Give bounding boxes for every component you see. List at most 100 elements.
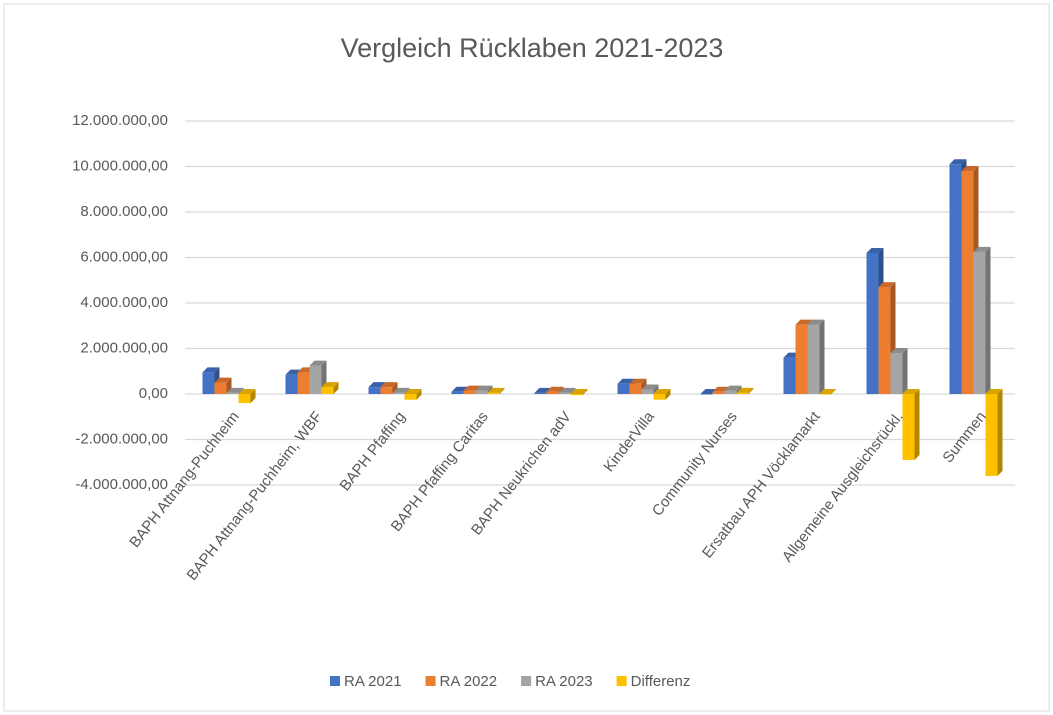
bar	[368, 387, 381, 394]
bar-depth	[238, 387, 244, 394]
bar-top	[795, 319, 813, 325]
bar	[463, 390, 476, 394]
legend-label: RA 2023	[535, 673, 593, 690]
bar-top	[463, 385, 481, 391]
bar	[297, 372, 310, 394]
bar-top	[570, 389, 588, 394]
bar-top	[238, 389, 256, 394]
bar-top	[985, 389, 1003, 394]
bar-top	[878, 282, 896, 288]
bar-depth	[404, 387, 410, 394]
bar	[807, 324, 820, 394]
bar	[202, 372, 215, 394]
bar	[724, 390, 737, 394]
bar	[783, 357, 796, 394]
bar	[973, 251, 986, 394]
bar	[878, 287, 891, 394]
bar-top	[214, 377, 232, 383]
y-tick-label: 10.000.000,00	[72, 157, 168, 174]
bar-top	[309, 360, 327, 366]
bar-top	[949, 159, 967, 165]
bar-top	[368, 382, 386, 388]
bar-depth	[570, 387, 576, 394]
y-tick-label: -2.000.000,00	[75, 430, 168, 447]
bar-top	[902, 389, 920, 394]
bar-top	[736, 387, 754, 393]
bar-depth	[499, 387, 505, 394]
bar-top	[487, 387, 505, 393]
bar-top	[653, 389, 671, 394]
legend-swatch	[521, 676, 532, 686]
bar-depth	[997, 389, 1003, 476]
bar	[534, 392, 547, 394]
bar	[451, 391, 464, 394]
bar-top	[392, 387, 410, 393]
bar	[795, 324, 808, 394]
y-tick-label: 8.000.000,00	[80, 203, 168, 220]
bar	[700, 394, 713, 395]
bar-top	[890, 348, 908, 354]
bar	[487, 392, 500, 394]
bar-depth	[914, 389, 920, 460]
bar	[226, 392, 239, 394]
bar	[546, 391, 559, 394]
legend-label: Differenz	[631, 673, 691, 690]
y-tick-label: 6.000.000,00	[80, 248, 168, 265]
bar-top	[546, 386, 564, 392]
bar-top	[641, 384, 659, 390]
bar-top	[819, 389, 837, 394]
bar	[890, 353, 903, 394]
y-tick-label: 2.000.000,00	[80, 339, 168, 356]
bar	[285, 374, 298, 394]
bar	[570, 394, 583, 396]
bar	[404, 394, 417, 400]
bar	[617, 383, 630, 394]
bar-top	[202, 367, 220, 373]
legend-label: RA 2021	[344, 673, 402, 690]
bar	[902, 394, 915, 460]
bar-top	[321, 382, 339, 388]
bar-depth	[819, 319, 825, 394]
bar	[238, 394, 251, 404]
bar	[380, 387, 393, 394]
bar-top	[404, 389, 422, 394]
y-tick-label: 0,00	[139, 385, 168, 402]
bar-top	[807, 319, 825, 325]
legend-swatch	[616, 676, 627, 686]
bar-depth	[250, 389, 256, 404]
bar-top	[617, 378, 635, 384]
bar-depth	[416, 389, 422, 400]
bar	[819, 394, 832, 395]
bar-top	[629, 378, 647, 384]
bar	[392, 392, 405, 394]
legend-swatch	[425, 676, 436, 686]
y-tick-label: 4.000.000,00	[80, 294, 168, 311]
bar-depth	[653, 384, 659, 394]
bar-depth	[582, 389, 588, 396]
bar	[214, 382, 227, 394]
bar-depth	[665, 389, 671, 400]
bar	[475, 390, 488, 394]
bar-depth	[985, 246, 991, 394]
bar	[321, 387, 334, 394]
bar	[309, 365, 322, 394]
bar-depth	[333, 382, 339, 394]
bar	[866, 252, 879, 394]
bar-depth	[748, 387, 754, 394]
bar-top	[380, 382, 398, 388]
bar	[949, 164, 962, 394]
bar	[641, 389, 654, 394]
bar-top	[866, 247, 884, 253]
y-tick-label: -4.000.000,00	[75, 476, 168, 493]
bar-top	[558, 387, 576, 393]
bar-depth	[902, 348, 908, 394]
bar	[961, 171, 974, 394]
legend-swatch	[330, 676, 340, 686]
bar	[558, 392, 571, 394]
bar-top	[226, 387, 244, 393]
bar	[985, 394, 998, 476]
bar	[712, 391, 725, 394]
y-tick-label: 12.000.000,00	[72, 112, 168, 129]
chart-title: Vergleich Rücklaben 2021-2023	[341, 33, 724, 63]
